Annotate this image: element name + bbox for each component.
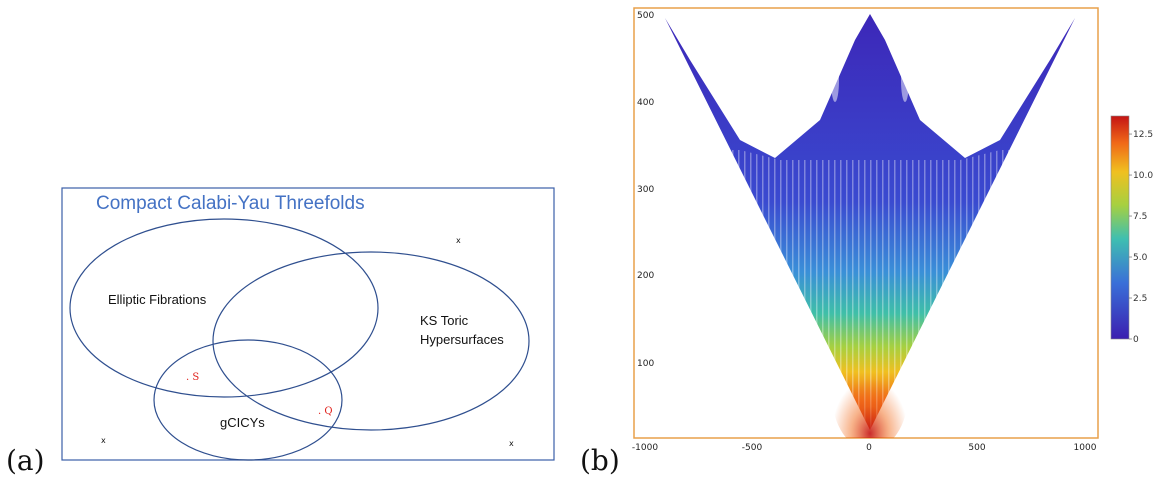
y-tick-label: 200 xyxy=(637,271,654,281)
marker-x: x xyxy=(456,236,461,245)
gcicy-set xyxy=(153,339,343,461)
density-peak xyxy=(832,340,908,438)
y-tick-label: 500 xyxy=(637,11,654,21)
x-tick-label: -500 xyxy=(742,443,763,453)
density-highlight xyxy=(831,58,839,102)
colorbar-tick-label: 0 xyxy=(1133,335,1139,345)
colorbar-tick-label: 5.0 xyxy=(1133,253,1148,263)
marker-x: x xyxy=(509,439,514,448)
gcicy-label: gCICYs xyxy=(220,415,265,430)
colorbar-tick-label: 7.5 xyxy=(1133,212,1147,222)
x-tick-label: 1000 xyxy=(1074,443,1097,453)
ks-toric-set xyxy=(212,251,530,431)
panel-b-label: (b) xyxy=(580,444,620,477)
x-tick-label: 500 xyxy=(968,443,985,453)
marker-x: x xyxy=(101,436,106,445)
x-tick-label: -1000 xyxy=(632,443,658,453)
density-stripes xyxy=(700,150,1040,430)
colorbar-tick-label: 10.0 xyxy=(1133,171,1153,181)
point-s-label: . S xyxy=(186,372,199,383)
y-tick-label: 300 xyxy=(637,185,654,195)
panel-a-label: (a) xyxy=(6,444,45,477)
universe-box xyxy=(61,187,555,461)
ks-toric-label-line2: Hypersurfaces xyxy=(420,332,504,347)
venn-title: Compact Calabi-Yau Threefolds xyxy=(96,193,365,214)
y-tick-label: 400 xyxy=(637,98,654,108)
elliptic-fibrations-set xyxy=(69,218,379,398)
point-q-label: . Q xyxy=(318,406,333,417)
density-highlight xyxy=(901,58,909,102)
colorbar-tick-label: 2.5 xyxy=(1133,294,1147,304)
colorbar-tick-label: 12.5 xyxy=(1133,130,1153,140)
ks-toric-label-line1: KS Toric xyxy=(420,313,469,328)
colorbar xyxy=(1110,115,1130,340)
elliptic-fibrations-label: Elliptic Fibrations xyxy=(108,292,207,307)
x-tick-label: 0 xyxy=(866,443,872,453)
y-tick-label: 100 xyxy=(637,359,654,369)
density-shape xyxy=(665,14,1075,438)
